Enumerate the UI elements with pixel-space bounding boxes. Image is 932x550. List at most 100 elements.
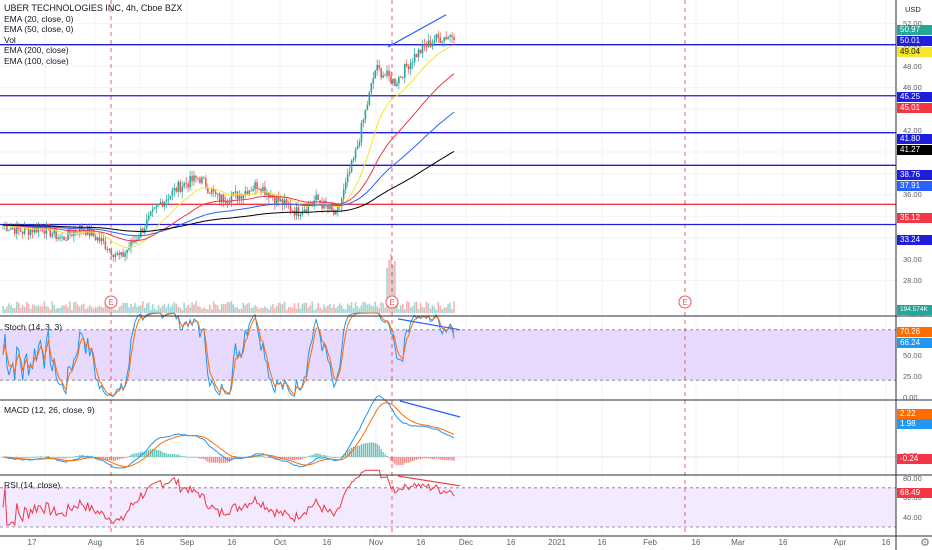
volume-bar [273,308,276,313]
candle-body [398,76,400,84]
volume-bar [394,261,396,313]
macd-hist-bar [114,457,116,461]
candle-body [346,174,349,183]
time-tick: Sep [179,538,195,547]
volume-bar [106,302,109,313]
earnings-marker-circle[interactable] [678,295,692,309]
volume-bar [256,306,258,313]
currency-label[interactable]: USD [905,5,921,14]
candle-body [252,189,254,192]
volume-bar [226,301,229,313]
symbol-title[interactable]: UBER TECHNOLOGIES INC, 4h, Cboe BZX [4,3,183,13]
macd-hist-bar [335,457,337,459]
volume-bar [264,306,266,313]
macd-hist-bar [201,457,203,459]
candle-body [185,183,187,185]
macd-hist-bar [402,457,404,465]
volume-bar [179,307,182,313]
legend-ema20[interactable]: EMA (20, close, 0) [4,13,74,24]
candle-body [327,205,329,209]
candle-body [441,41,443,43]
volume-bar [423,307,426,313]
price-label: 2.22 [897,409,932,419]
candle-body [366,104,369,111]
volume-bar [283,301,286,313]
candle-body [273,197,276,204]
candle-body [429,40,432,47]
macd-hist-bar [108,457,111,461]
rsi-legend[interactable]: RSI (14, close) [4,480,61,490]
volume-bar [346,303,349,313]
volume-bar [17,302,20,313]
volume-bar [94,307,97,313]
price-label: -0.24 [897,454,932,464]
time-tick: 16 [691,538,701,547]
candle-body [165,199,168,202]
candle-body [356,146,359,150]
candle-body [134,240,136,243]
volume-bar [138,305,140,313]
macd-hist-bar [183,456,185,457]
candle-body [234,191,237,193]
volume-bar [295,308,298,313]
earnings-marker-circle[interactable] [104,295,118,309]
candle-body [360,123,363,143]
volume-bar [331,307,333,313]
volume-bar [23,306,26,313]
earnings-marker-circle[interactable] [385,295,399,309]
volume-bar [362,301,365,313]
volume-bar [356,306,359,313]
time-tick: 16 [135,538,145,547]
candle-body [295,207,298,216]
volume-bar [342,308,345,313]
stoch-legend[interactable]: Stoch (14, 3, 3) [4,322,63,332]
candle-body [224,202,227,204]
volume-bar [272,304,274,313]
time-tick: 17 [27,538,37,547]
macd-hist-bar [57,457,59,459]
macd-legend[interactable]: MACD (12, 26, close, 9) [4,405,95,415]
candle-body [240,194,243,199]
macd-hist-bar [307,456,309,458]
candle-body [384,75,386,77]
volume-bar [386,267,388,313]
macd-hist-bar [404,457,406,464]
candle-body [128,247,130,250]
legend-volume[interactable]: Vol [4,34,16,45]
candle-body [364,110,367,120]
trend-lines[interactable] [387,14,461,487]
macd-hist-bar [394,457,396,465]
price-label: 68.49 [897,488,932,498]
volume-bar [126,302,128,313]
volume-bar [289,307,292,313]
legend-ema200[interactable]: EMA (200, close) [4,45,69,56]
volume-bar [136,306,138,313]
rsi-band [0,487,896,527]
candle-body [94,236,97,241]
macd-hist-bar [33,456,36,458]
candle-body [29,229,32,236]
ema50-line [3,73,455,242]
volume-bar [112,309,115,313]
candle-body [417,49,420,58]
macd-hist-bar [443,457,445,461]
price-label: 37.91 [897,181,932,191]
settings-gear-icon[interactable]: ⚙ [920,537,930,549]
volume-bar [183,302,185,313]
macd-hist-bar [425,457,428,459]
volume-bar [187,304,189,313]
candle-body [437,34,440,38]
legend-ema50[interactable]: EMA (50, close, 0) [4,24,74,35]
macd-hist-bar [102,457,105,459]
macd-hist-bar [161,452,164,457]
candle-body [55,228,57,240]
macd-hist-bar [311,454,313,457]
candle-body [15,224,18,234]
legend-ema100[interactable]: EMA (100, close) [4,55,69,66]
candle-body [449,35,451,38]
candle-body [199,178,201,184]
volume-bar [421,306,424,313]
